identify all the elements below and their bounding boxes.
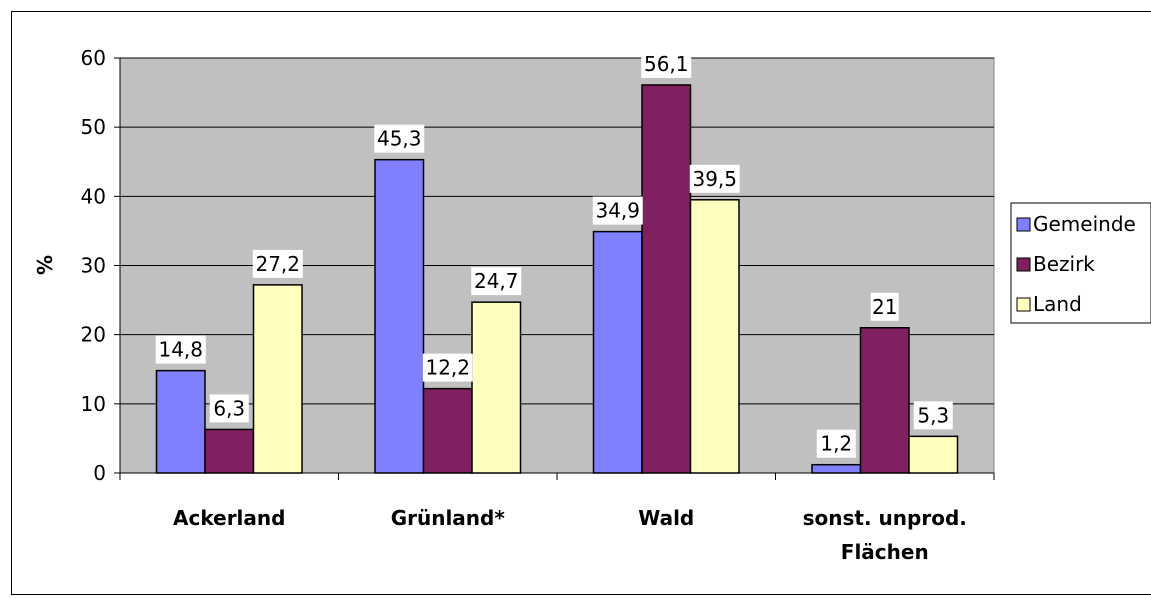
data-label: 21: [872, 295, 897, 319]
x-category-label: Wald: [638, 506, 694, 530]
x-category-label: sonst. unprod.: [803, 506, 967, 530]
y-tick-label: 0: [93, 461, 106, 485]
legend-entry: Gemeinde: [1033, 212, 1136, 236]
data-label: 24,7: [474, 269, 519, 293]
bar-land: [472, 302, 521, 473]
data-label: 56,1: [644, 52, 689, 76]
x-category-label: Grünland*: [391, 506, 506, 530]
bar-gemeinde: [375, 160, 424, 473]
legend: Gemeinde Bezirk Land: [1011, 203, 1151, 323]
bar-bezirk: [424, 389, 473, 473]
bar-gemeinde: [812, 465, 861, 473]
data-label: 27,2: [255, 252, 300, 276]
x-category-label: Ackerland: [173, 506, 285, 530]
bar-bezirk: [861, 328, 910, 473]
data-label: 14,8: [158, 338, 203, 362]
data-label: 1,2: [820, 432, 852, 456]
y-tick-label: 30: [81, 254, 106, 278]
data-label: 12,2: [425, 356, 470, 380]
bar-gemeinde: [157, 371, 206, 473]
legend-entry: Land: [1033, 292, 1082, 316]
data-label: 5,3: [917, 403, 949, 427]
y-tick-label: 10: [81, 392, 106, 416]
data-label: 34,9: [595, 199, 640, 223]
bar-bezirk: [205, 429, 254, 473]
x-category-label: Flächen: [841, 540, 929, 564]
bar-land: [909, 436, 958, 473]
bar-bezirk: [642, 85, 691, 473]
legend-swatch: [1017, 218, 1030, 231]
legend-entry: Bezirk: [1033, 252, 1095, 276]
y-tick-label: 20: [81, 323, 106, 347]
y-tick-label: 60: [81, 46, 106, 70]
bar-land: [254, 285, 303, 473]
legend-swatch: [1017, 258, 1030, 271]
data-label: 39,5: [692, 167, 737, 191]
y-axis-title: %: [33, 255, 57, 275]
y-tick-label: 40: [81, 184, 106, 208]
y-tick-label: 50: [81, 115, 106, 139]
bar-land: [691, 200, 740, 473]
bar-gemeinde: [594, 232, 643, 473]
data-label: 45,3: [377, 127, 422, 151]
data-label: 6,3: [213, 396, 245, 420]
legend-swatch: [1017, 298, 1030, 311]
